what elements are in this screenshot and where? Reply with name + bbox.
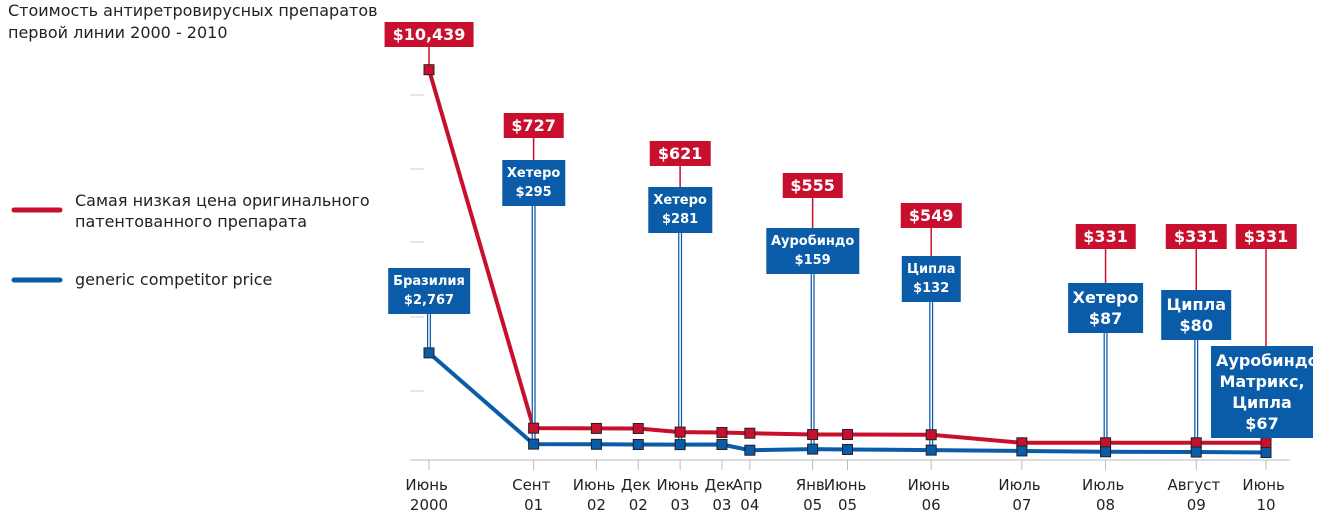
x-tick-label: Июнь 05 <box>824 476 871 514</box>
x-tick-label: Июль 07 <box>998 476 1045 514</box>
x-tick-label: Апр 04 <box>733 476 767 514</box>
point <box>528 422 540 434</box>
value-label: $555 <box>782 173 843 198</box>
value-label: Ципла $80 <box>1161 290 1232 340</box>
value-label: Хетеро $295 <box>501 160 566 206</box>
x-tick-label: Июнь 02 <box>573 476 620 514</box>
point <box>744 427 756 439</box>
value-label: $331 <box>1235 224 1297 249</box>
x-tick-label: Дек 03 <box>705 476 740 514</box>
point <box>925 444 937 456</box>
point <box>632 422 644 434</box>
value-label: $331 <box>1075 224 1136 249</box>
point <box>423 347 435 359</box>
point <box>842 443 853 455</box>
legend-label: Самая низкая цена оригинального патентов… <box>75 191 370 231</box>
x-tick-label: Сент 01 <box>512 476 555 514</box>
value-label: $331 <box>1165 224 1227 249</box>
value-label: Хетеро $281 <box>648 187 712 233</box>
point <box>674 426 686 438</box>
value-label: $549 <box>900 203 962 228</box>
series-line <box>427 351 1267 455</box>
point <box>744 444 756 456</box>
x-tick-label: Июль 08 <box>1082 476 1129 514</box>
value-label: $10,439 <box>384 22 474 47</box>
x-tick-label: Август 09 <box>1167 476 1225 514</box>
point <box>1260 437 1272 449</box>
point <box>1100 446 1112 458</box>
series-line <box>427 69 1266 445</box>
point <box>925 429 937 441</box>
point <box>1190 437 1202 449</box>
x-tick-label: Июнь 10 <box>1242 476 1289 514</box>
point <box>716 438 728 450</box>
value-label: $621 <box>649 141 711 166</box>
value-label: Бразилия $2,767 <box>388 268 470 314</box>
x-tick-label: Июнь 2000 <box>405 476 452 514</box>
point <box>632 438 644 450</box>
point <box>528 438 540 450</box>
x-tick-label: Дек 02 <box>621 476 656 514</box>
point <box>1260 447 1272 459</box>
chart-title: Стоимость антиретровирусных препаратов п… <box>8 1 378 42</box>
point <box>423 64 435 76</box>
point <box>716 426 728 438</box>
x-tick-label: Июнь 03 <box>656 476 703 514</box>
point <box>590 422 602 434</box>
point <box>807 429 819 441</box>
point <box>1016 445 1028 457</box>
point <box>807 443 819 455</box>
point <box>1190 446 1202 458</box>
x-tick-label: Июнь 06 <box>908 476 955 514</box>
legend-label: generic competitor price <box>75 270 273 289</box>
value-label: Хетеро $87 <box>1067 283 1144 333</box>
point <box>590 438 602 450</box>
value-label: Ауробиндо $159 <box>765 228 860 274</box>
point <box>1100 437 1112 449</box>
point <box>674 439 686 451</box>
point <box>842 429 853 441</box>
value-label: $727 <box>503 113 564 138</box>
value-label: Ауробиндо, Матрикс, Ципла $67 <box>1211 346 1318 438</box>
value-label: Ципла $132 <box>901 256 961 302</box>
x-tick-label: Янв 05 <box>796 476 830 514</box>
